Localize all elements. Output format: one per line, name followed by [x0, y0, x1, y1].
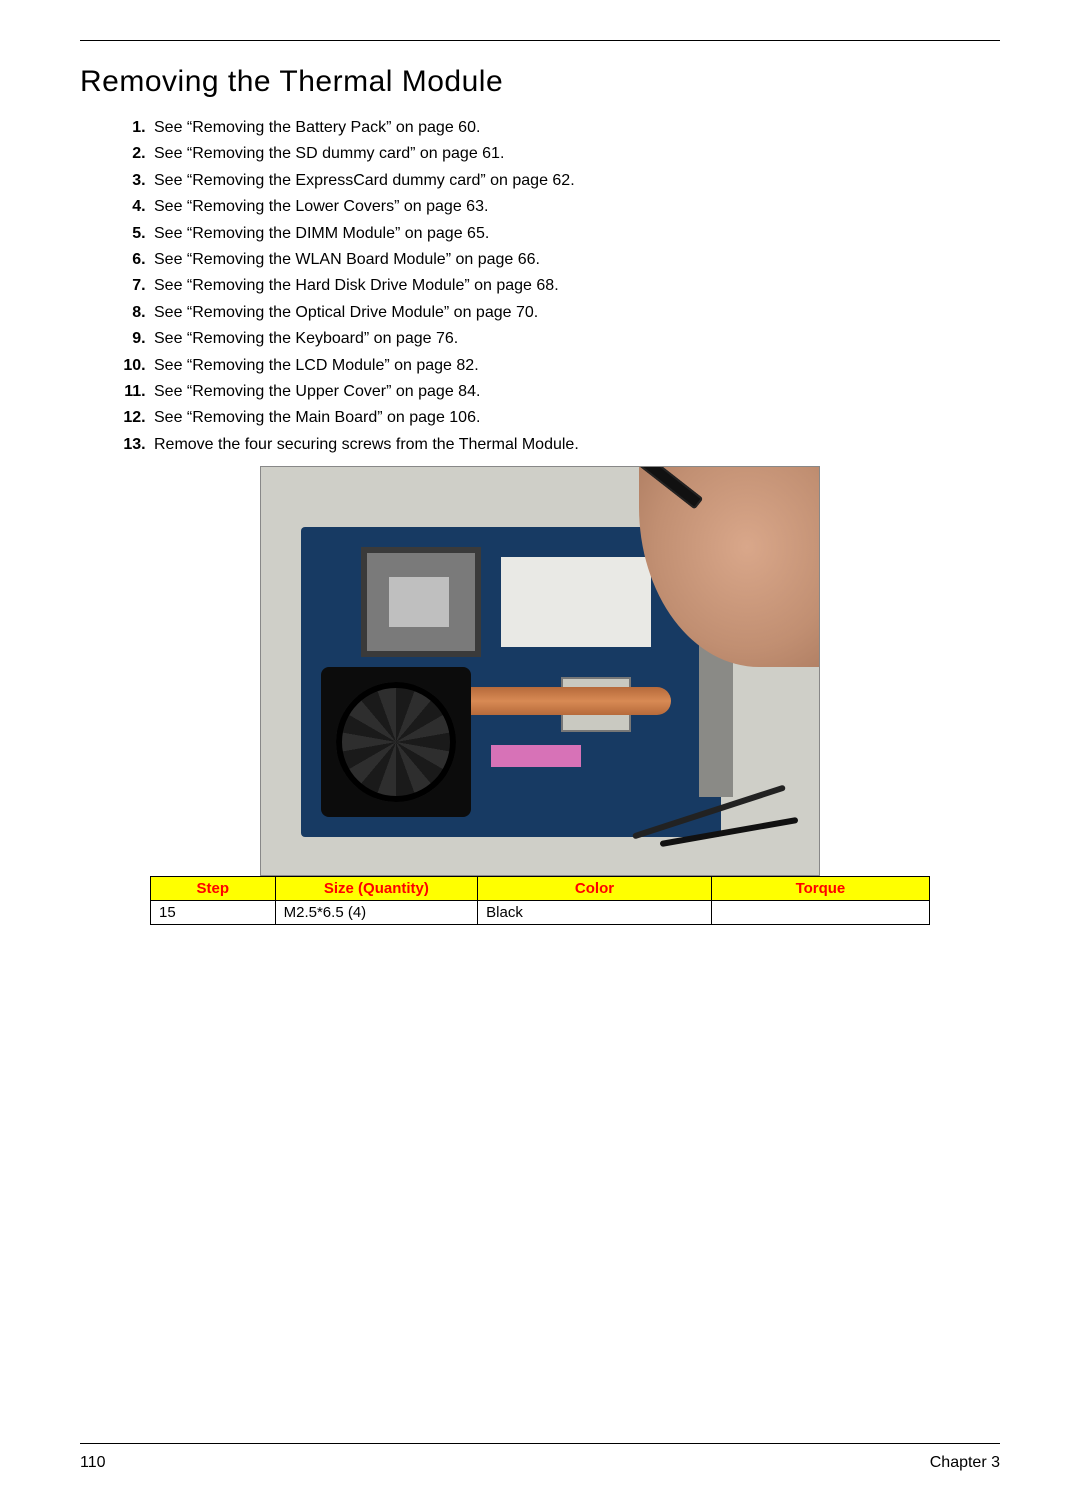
step: See “Removing the Keyboard” on page 76. [150, 326, 1000, 352]
chapter-label: Chapter 3 [930, 1454, 1000, 1472]
step: See “Removing the SD dummy card” on page… [150, 141, 1000, 167]
procedure-list: See “Removing the Battery Pack” on page … [80, 115, 1000, 458]
cpu-die [389, 577, 449, 627]
cell-color: Black [478, 901, 712, 925]
table-row: 15 M2.5*6.5 (4) Black [151, 901, 930, 925]
section-heading: Removing the Thermal Module [80, 65, 1000, 99]
page-footer: 110 Chapter 3 [80, 1443, 1000, 1472]
step: See “Removing the DIMM Module” on page 6… [150, 221, 1000, 247]
cell-size: M2.5*6.5 (4) [275, 901, 478, 925]
step: See “Removing the WLAN Board Module” on … [150, 247, 1000, 273]
col-torque: Torque [711, 877, 929, 901]
pink-connector [491, 745, 581, 767]
screw-spec-table: Step Size (Quantity) Color Torque 15 M2.… [150, 876, 930, 925]
step: See “Removing the Hard Disk Drive Module… [150, 273, 1000, 299]
step: See “Removing the Upper Cover” on page 8… [150, 379, 1000, 405]
top-rule [80, 40, 1000, 41]
step: See “Removing the Main Board” on page 10… [150, 405, 1000, 431]
col-color: Color [478, 877, 712, 901]
step: See “Removing the LCD Module” on page 82… [150, 353, 1000, 379]
cell-step: 15 [151, 901, 276, 925]
step: See “Removing the Optical Drive Module” … [150, 300, 1000, 326]
step: See “Removing the ExpressCard dummy card… [150, 168, 1000, 194]
table-header-row: Step Size (Quantity) Color Torque [151, 877, 930, 901]
col-size: Size (Quantity) [275, 877, 478, 901]
footer-rule [80, 1443, 1000, 1444]
step: Remove the four securing screws from the… [150, 432, 1000, 458]
step: See “Removing the Battery Pack” on page … [150, 115, 1000, 141]
col-step: Step [151, 877, 276, 901]
cooling-fan [321, 667, 471, 817]
page-number: 110 [80, 1454, 106, 1472]
thermal-module-photo [260, 466, 820, 876]
board-label-sticker [501, 557, 651, 647]
cell-torque [711, 901, 929, 925]
step: See “Removing the Lower Covers” on page … [150, 194, 1000, 220]
